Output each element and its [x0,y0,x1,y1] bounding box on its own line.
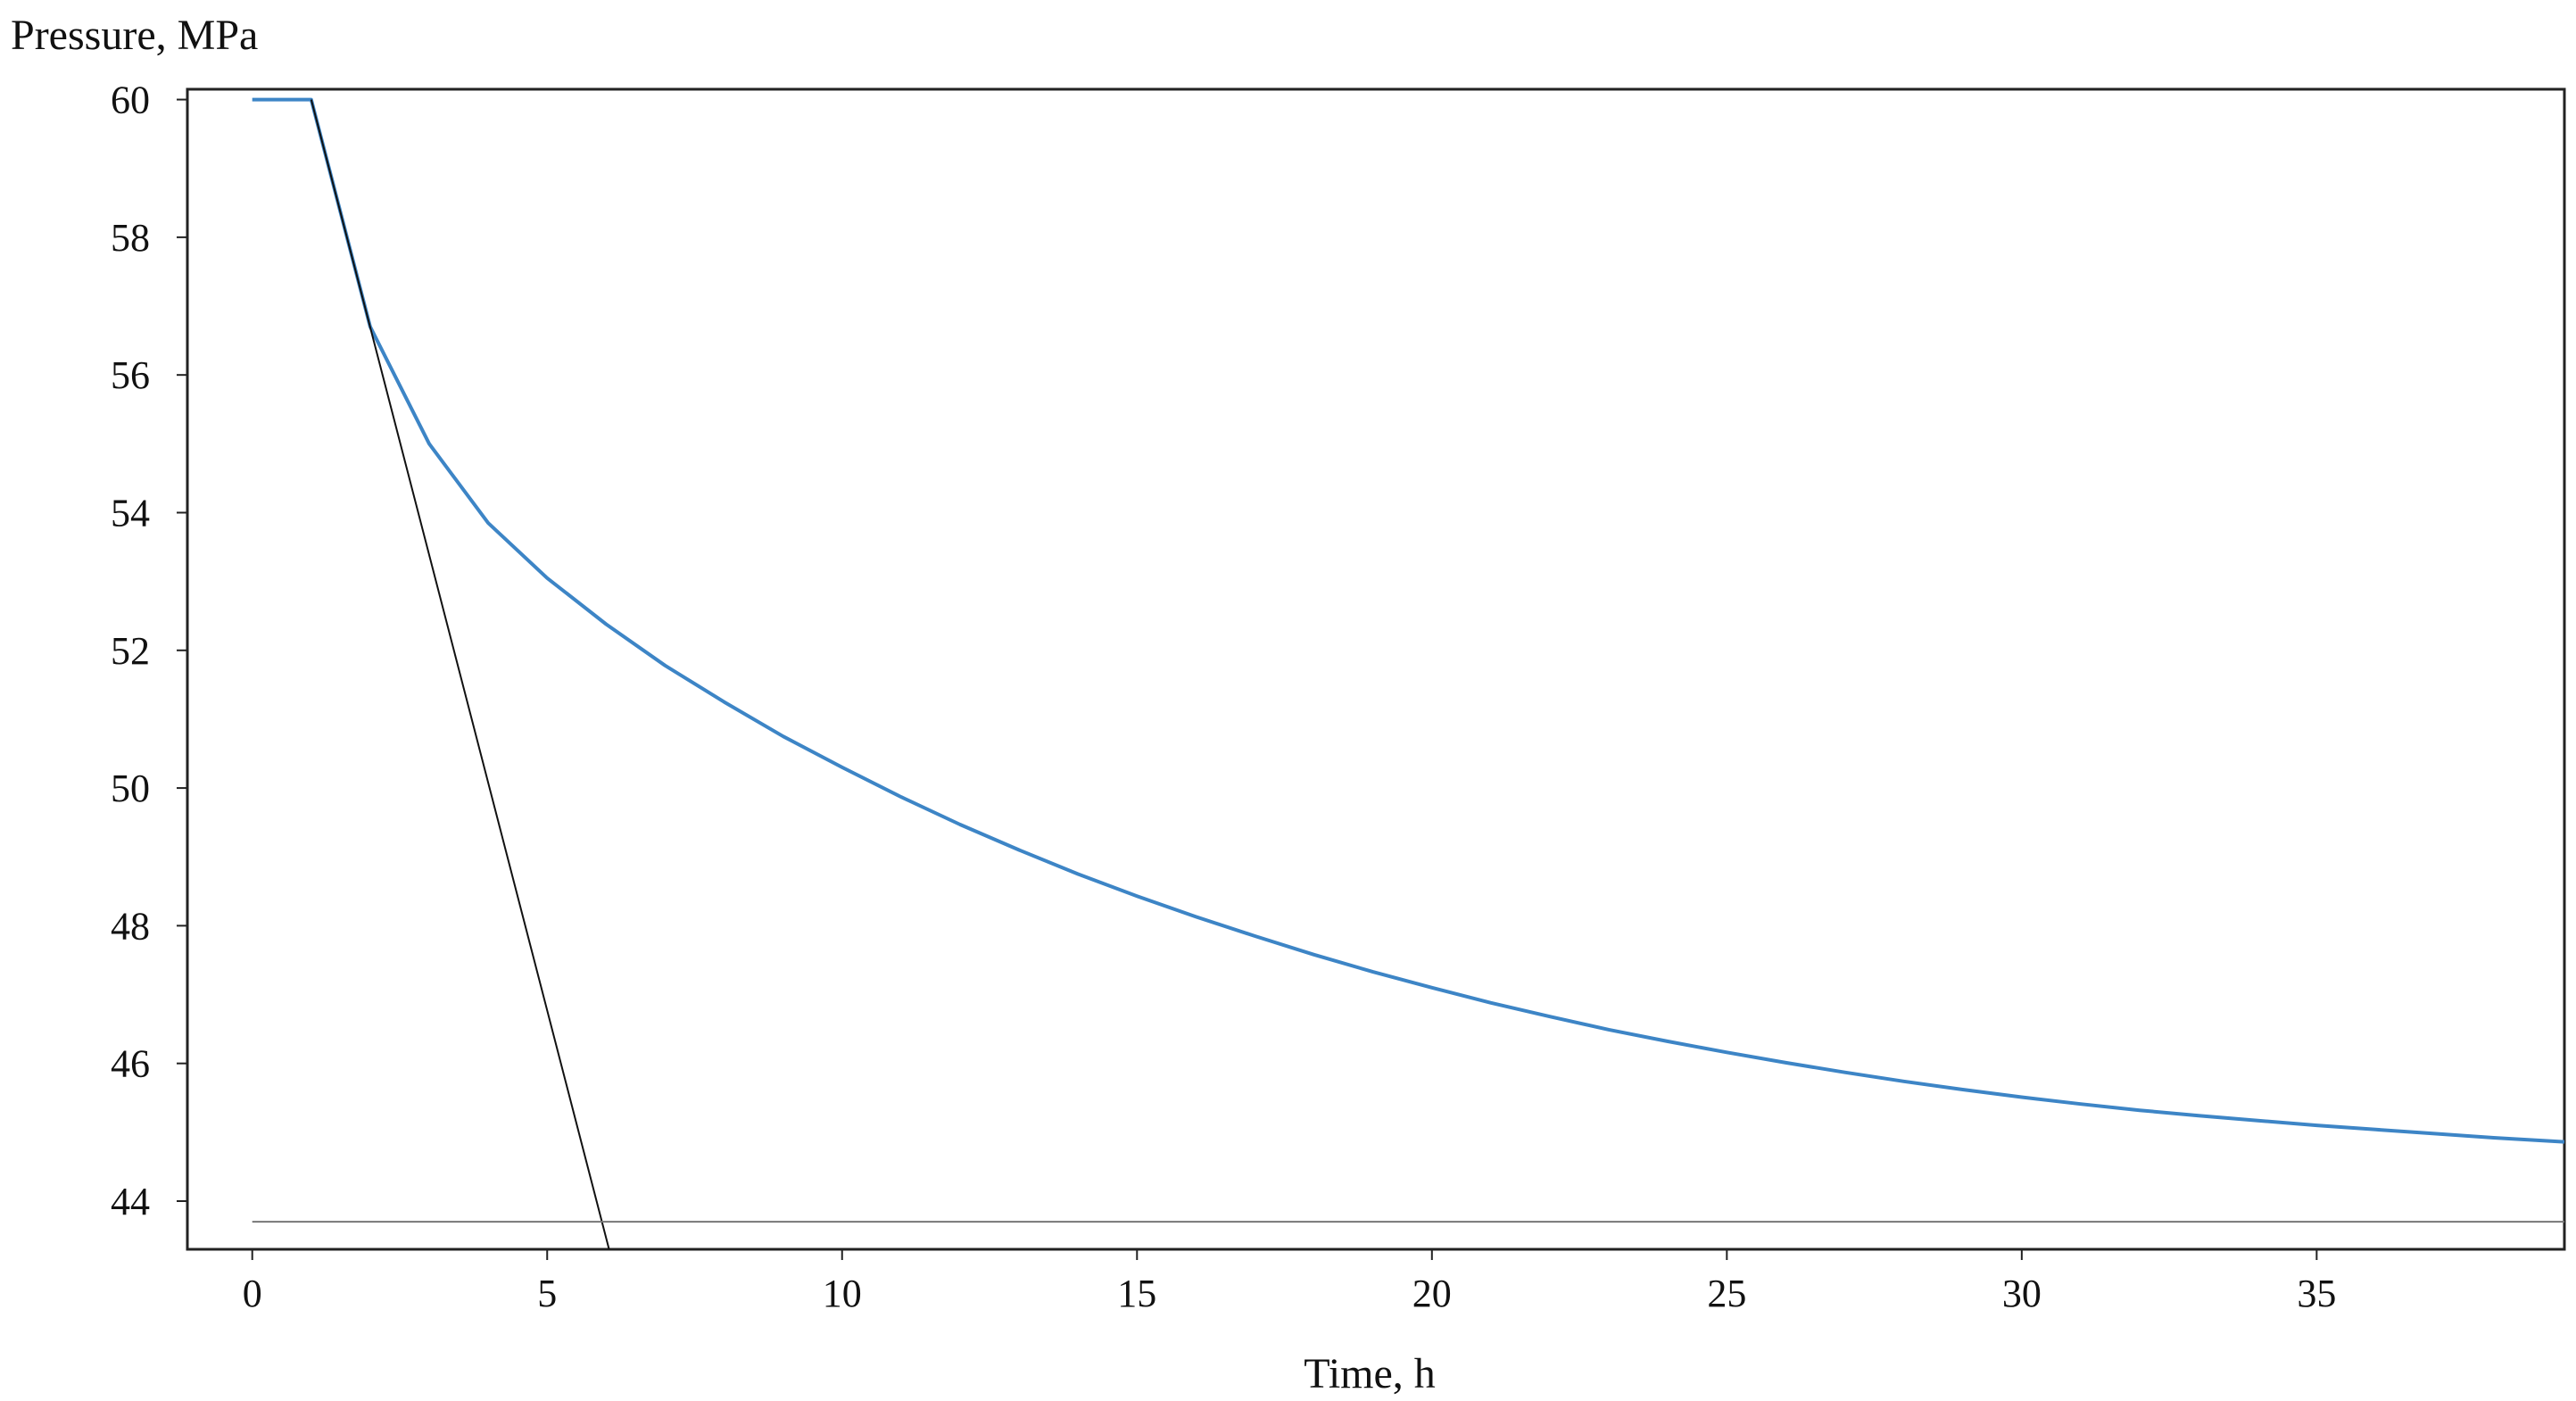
y-tick-label: 58 [111,216,150,260]
x-axis-title: Time, h [1304,1350,1436,1397]
y-tick-label: 50 [111,767,150,810]
x-tick-label: 0 [243,1272,262,1315]
y-tick-label: 56 [111,353,150,397]
y-tick-label: 60 [111,79,150,122]
x-tick-label: 35 [2297,1272,2336,1315]
y-tick-label: 48 [111,904,150,948]
y-tick-label: 52 [111,629,150,673]
y-tick-label: 44 [111,1180,150,1223]
y-tick-label: 46 [111,1042,150,1086]
x-tick-label: 10 [823,1272,862,1315]
x-tick-label: 20 [1412,1272,1452,1315]
x-tick-label: 25 [1707,1272,1746,1315]
y-tick-label: 54 [111,491,150,535]
x-tick-label: 15 [1117,1272,1156,1315]
tick-layer: 0 5 10 15 20 25 30 35 44 46 48 50 52 54 56 58 60 [111,79,2336,1315]
series-line-1 [252,97,2565,1144]
series-line-2 [310,99,610,1250]
series-layer [252,97,2565,1250]
x-tick-label: 30 [2002,1272,2042,1315]
plot-area-frame [186,87,2566,1251]
x-tick-label: 5 [537,1272,557,1315]
y-axis-title: Pressure, MPa [11,12,258,59]
